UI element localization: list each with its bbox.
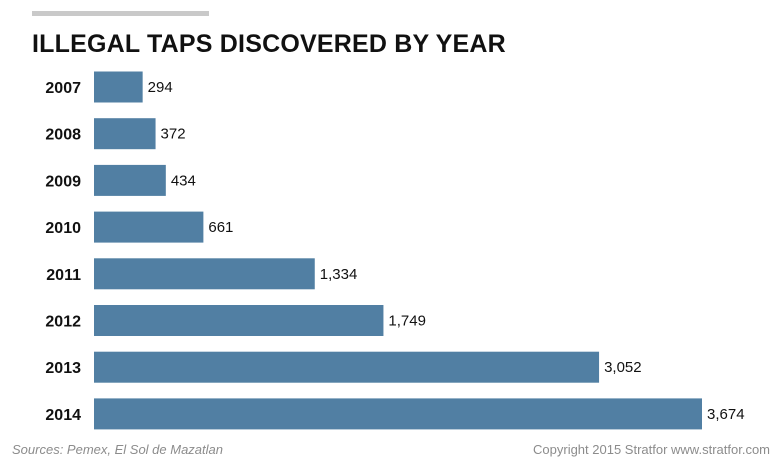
value-label-2007: 294	[148, 79, 173, 96]
year-label-2013: 2013	[45, 360, 81, 377]
value-label-2009: 434	[171, 172, 196, 189]
year-label-2008: 2008	[45, 127, 81, 144]
year-label-2011: 2011	[46, 267, 81, 284]
year-label-2009: 2009	[45, 173, 81, 190]
value-label-2008: 372	[161, 126, 186, 143]
value-label-2014: 3,674	[707, 406, 745, 423]
bar-2010	[94, 211, 204, 243]
chart-title: ILLEGAL TAPS DISCOVERED BY YEAR	[32, 30, 506, 58]
year-label-2014: 2014	[45, 407, 81, 424]
bar-2012	[94, 305, 384, 336]
bar-2011	[94, 258, 315, 290]
value-label-2011: 1,334	[320, 266, 358, 283]
value-label-2012: 1,749	[388, 313, 426, 330]
source-note: Sources: Pemex, El Sol de Mazatlan	[12, 442, 223, 457]
title-accent-rule	[32, 11, 209, 16]
bar-2008	[94, 118, 156, 150]
year-label-2012: 2012	[45, 314, 81, 331]
bar-2014	[94, 398, 702, 430]
copyright-note: Copyright 2015 Stratfor www.stratfor.com	[533, 442, 770, 457]
value-label-2013: 3,052	[604, 359, 642, 376]
bar-2009	[94, 164, 166, 196]
value-label-2010: 661	[208, 219, 233, 236]
bar-2007	[94, 71, 143, 103]
year-label-2007: 2007	[45, 80, 81, 97]
year-label-2010: 2010	[45, 220, 81, 237]
bar-2013	[94, 351, 600, 383]
